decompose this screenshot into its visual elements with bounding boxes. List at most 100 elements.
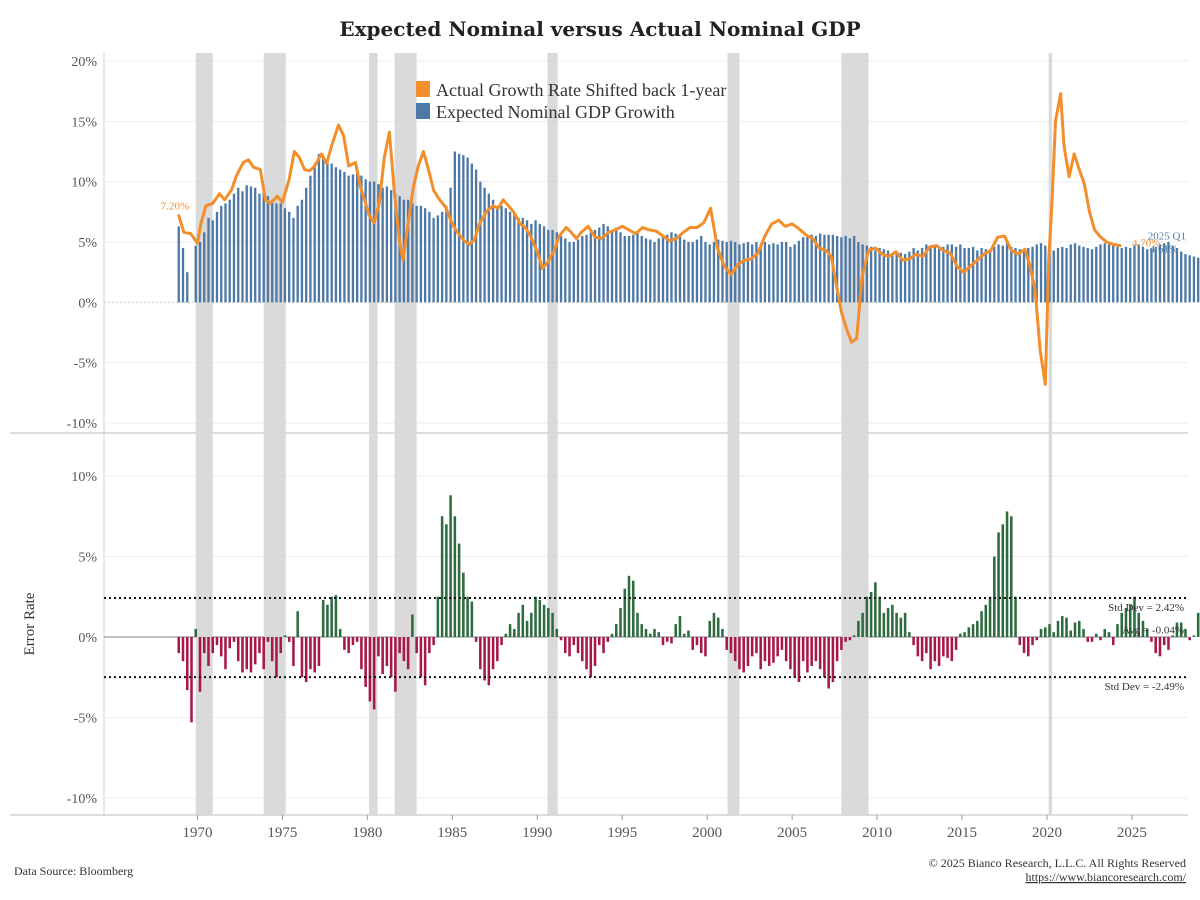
error-bar <box>933 637 937 662</box>
expected-bar <box>742 243 745 303</box>
error-bar <box>1065 617 1068 637</box>
error-bar <box>215 637 219 646</box>
error-bar <box>704 637 707 657</box>
expected-bar <box>806 235 809 303</box>
y-tick-label: 10% <box>71 470 97 485</box>
error-bar <box>827 637 830 689</box>
expected-bar <box>755 242 758 303</box>
latest-quarter-label: 2025 Q1 <box>1148 231 1186 243</box>
error-bar <box>245 637 248 670</box>
y-tick-label: 20% <box>71 55 97 70</box>
expected-bar <box>186 272 189 303</box>
expected-bar <box>415 205 418 303</box>
expected-bar <box>988 250 992 303</box>
expected-bar <box>801 237 805 303</box>
bottom-y-axis-label: Error Rate <box>22 592 38 655</box>
expected-bar <box>1078 245 1081 303</box>
error-bar <box>1184 628 1187 637</box>
error-bar <box>530 612 533 637</box>
expected-bar <box>572 242 575 303</box>
error-bar <box>542 604 546 637</box>
expected-bar <box>691 242 694 303</box>
bottom-panel-y-axis: -10% -5% 0% 5% 10% <box>67 470 98 807</box>
expected-bar <box>942 246 945 303</box>
expected-bar <box>198 242 202 303</box>
error-bar <box>1001 524 1005 637</box>
error-bar <box>453 516 457 637</box>
expected-bar <box>725 242 728 303</box>
error-bar <box>937 637 941 666</box>
expected-bar <box>717 239 720 303</box>
expected-bar <box>466 157 469 303</box>
expected-bar <box>751 244 754 303</box>
error-bar <box>699 637 703 654</box>
expected-bar <box>249 186 253 303</box>
error-bar <box>207 637 210 666</box>
x-tick-label: 1990 <box>522 825 552 841</box>
expected-bar <box>598 227 601 303</box>
error-bar <box>746 637 750 666</box>
expected-bar <box>564 238 567 303</box>
error-bar <box>789 637 792 670</box>
error-bar <box>1167 637 1170 650</box>
error-bar <box>304 637 308 683</box>
error-bar <box>581 637 584 662</box>
expected-bar <box>954 246 958 303</box>
expected-bar <box>1150 248 1153 303</box>
expected-bar <box>322 157 325 303</box>
error-bar <box>1082 628 1085 637</box>
error-bar <box>967 627 971 637</box>
expected-bar <box>360 175 363 303</box>
error-bar <box>644 628 648 637</box>
error-bar <box>806 637 809 673</box>
error-bar <box>852 635 856 637</box>
expected-bar <box>1167 242 1170 303</box>
error-bar <box>1086 637 1090 642</box>
error-bar <box>398 637 401 654</box>
y-tick-label: 15% <box>71 115 97 130</box>
expected-bar <box>852 235 856 303</box>
expected-bar <box>993 246 996 303</box>
expected-bar <box>194 245 197 303</box>
expected-bar <box>457 153 461 303</box>
reference-line-label: Avg = -0.04% <box>1122 625 1184 637</box>
copyright-note: © 2025 Bianco Research, L.L.C. All Right… <box>929 856 1186 870</box>
expected-bar <box>789 246 792 303</box>
error-bar <box>1044 627 1047 637</box>
expected-bar <box>623 235 626 303</box>
error-bar <box>483 637 486 681</box>
expected-bar <box>1158 244 1162 303</box>
expected-bar <box>708 244 711 303</box>
error-bar <box>886 608 890 637</box>
expected-bar <box>513 214 516 303</box>
expected-bar <box>355 172 359 303</box>
error-bar <box>589 637 593 678</box>
y-tick-label: -10% <box>67 792 98 807</box>
error-bar <box>899 617 903 637</box>
expected-bar <box>313 163 316 303</box>
expected-bar <box>763 242 767 303</box>
error-bar <box>423 637 427 686</box>
error-bar <box>1124 608 1128 637</box>
legend-swatch-actual <box>416 81 430 97</box>
error-bar <box>653 628 656 637</box>
expected-bar <box>1001 245 1004 303</box>
error-bar <box>959 633 962 637</box>
expected-bar <box>840 237 843 303</box>
expected-bar <box>700 235 703 303</box>
expected-bar <box>419 205 423 303</box>
error-bar <box>521 604 525 637</box>
expected-bar <box>576 239 580 303</box>
error-bar <box>487 637 491 686</box>
x-tick-label: 1985 <box>437 825 467 841</box>
expected-bar <box>661 235 665 303</box>
expected-bar <box>423 208 427 303</box>
error-bar <box>984 604 988 637</box>
error-bar <box>504 633 508 637</box>
end-value-label: 4.70% <box>1132 238 1160 250</box>
error-bar <box>865 596 869 637</box>
website-link[interactable]: https://www.biancoresearch.com/ <box>1025 870 1186 884</box>
expected-bar <box>491 199 495 303</box>
expected-bar <box>746 242 750 303</box>
